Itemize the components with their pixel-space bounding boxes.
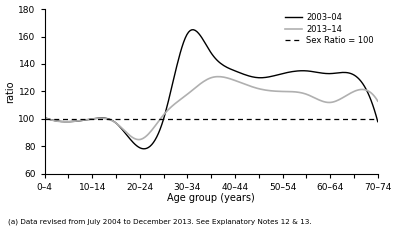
2003–04 (42, 116, 47, 119)
2003–04 (376, 120, 380, 123)
Line: 2013–14: 2013–14 (44, 77, 378, 140)
2013–14 (131, 137, 136, 139)
2013–14 (104, 118, 109, 120)
2013–14 (62, 120, 67, 123)
Line: 2003–04: 2003–04 (44, 30, 378, 149)
2003–04 (62, 120, 67, 123)
2013–14 (376, 100, 380, 102)
2013–14 (42, 116, 47, 119)
2013–14 (216, 75, 221, 78)
2003–04 (141, 147, 146, 150)
2013–14 (136, 138, 141, 141)
2003–04 (131, 141, 136, 144)
2013–14 (350, 91, 355, 94)
2003–04 (350, 73, 355, 76)
2003–04 (104, 117, 109, 120)
X-axis label: Age group (years): Age group (years) (167, 193, 255, 203)
2003–04 (189, 28, 194, 31)
2003–04 (362, 85, 367, 88)
2003–04 (56, 120, 60, 123)
Legend: 2003–04, 2013–14, Sex Ratio = 100: 2003–04, 2013–14, Sex Ratio = 100 (282, 10, 377, 49)
2013–14 (56, 120, 60, 123)
2013–14 (362, 88, 367, 91)
Y-axis label: ratio: ratio (6, 80, 15, 103)
Text: (a) Data revised from July 2004 to December 2013. See Explanatory Notes 12 & 13.: (a) Data revised from July 2004 to Decem… (8, 218, 312, 225)
